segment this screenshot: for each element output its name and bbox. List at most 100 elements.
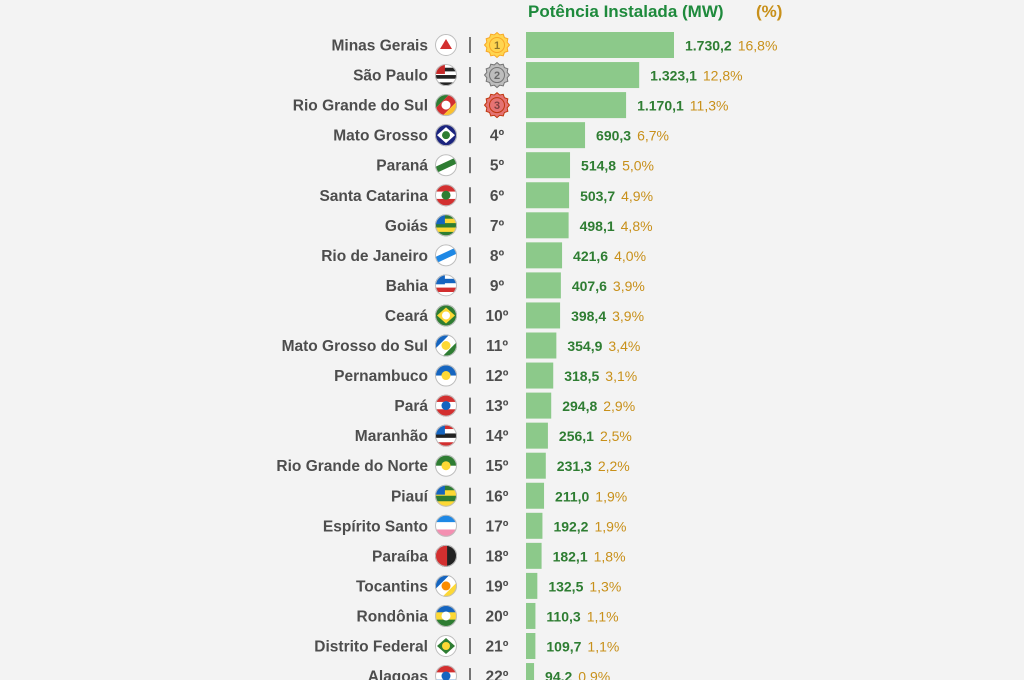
value-label: 407,6 bbox=[572, 278, 607, 294]
rank-label: 4º bbox=[490, 128, 505, 145]
bronze-medal-icon: 3 bbox=[483, 91, 511, 119]
percent-label: 1,3% bbox=[589, 578, 621, 594]
rank-label: 19º bbox=[486, 578, 509, 595]
rio-de-janeiro-flag-icon bbox=[435, 244, 457, 267]
medal-rank-number: 3 bbox=[494, 100, 500, 112]
bar bbox=[526, 392, 552, 419]
minas-gerais-flag-icon bbox=[435, 34, 457, 56]
pernambuco-flag-icon bbox=[435, 364, 457, 387]
bar bbox=[526, 362, 554, 389]
state-label: Santa Catarina bbox=[319, 188, 428, 205]
value-label: 110,3 bbox=[546, 608, 580, 624]
rank-label: 13º bbox=[486, 398, 509, 415]
state-label: Tocantins bbox=[356, 578, 428, 595]
para-flag-icon bbox=[435, 394, 457, 417]
bar bbox=[526, 482, 545, 509]
percent-label: 3,9% bbox=[613, 278, 645, 294]
state-label: Rio de Janeiro bbox=[321, 248, 428, 265]
bar bbox=[526, 92, 627, 119]
value-label: 503,7 bbox=[580, 188, 615, 204]
rank-label: 18º bbox=[486, 548, 509, 565]
value-label: 94,2 bbox=[545, 669, 572, 680]
bar bbox=[526, 633, 536, 659]
bar bbox=[526, 152, 571, 179]
percent-label: 6,7% bbox=[637, 128, 669, 144]
state-label: Piauí bbox=[391, 488, 429, 505]
bar bbox=[526, 542, 542, 569]
santa-catarina-flag-icon bbox=[435, 184, 457, 207]
goias-flag-icon bbox=[435, 214, 457, 237]
percent-label: 1,8% bbox=[594, 548, 626, 564]
value-label: 690,3 bbox=[596, 128, 631, 144]
bar bbox=[526, 32, 674, 58]
silver-medal-icon: 2 bbox=[483, 61, 511, 89]
rank-label: 17º bbox=[486, 518, 509, 535]
value-label: 1.730,2 bbox=[685, 38, 732, 54]
rank-label: 12º bbox=[486, 368, 509, 385]
bar bbox=[526, 122, 586, 149]
sao-paulo-flag-icon bbox=[435, 64, 457, 87]
value-label: 318,5 bbox=[564, 368, 599, 384]
state-label: Paraíba bbox=[372, 548, 428, 565]
value-label: 132,5 bbox=[548, 578, 583, 594]
percent-label: 4,8% bbox=[621, 218, 653, 234]
rank-label: 14º bbox=[486, 428, 509, 445]
maranhao-flag-icon bbox=[435, 424, 457, 447]
distrito-federal-flag-icon bbox=[435, 635, 457, 657]
bar bbox=[526, 182, 570, 209]
percent-label: 2,9% bbox=[603, 398, 635, 414]
chart-title: Potência Instalada (MW) bbox=[528, 2, 724, 21]
value-label: 398,4 bbox=[571, 308, 606, 324]
paraiba-flag-icon bbox=[435, 544, 457, 567]
value-label: 421,6 bbox=[573, 248, 608, 264]
rank-label: 6º bbox=[490, 188, 505, 205]
bar bbox=[526, 62, 640, 89]
percent-label: 2,2% bbox=[598, 458, 630, 474]
value-label: 231,3 bbox=[557, 458, 592, 474]
state-label: Distrito Federal bbox=[314, 639, 428, 656]
bar bbox=[526, 572, 538, 599]
state-label: Minas Gerais bbox=[332, 38, 429, 55]
percent-label: 5,0% bbox=[622, 158, 654, 174]
state-label: Pernambuco bbox=[334, 368, 428, 385]
rank-label: 11º bbox=[486, 338, 508, 355]
bahia-flag-icon bbox=[435, 274, 457, 297]
rondonia-flag-icon bbox=[435, 604, 457, 627]
percent-label: 3,9% bbox=[612, 308, 644, 324]
alagoas-flag-icon bbox=[435, 665, 457, 680]
state-label: Ceará bbox=[385, 308, 428, 325]
piaui-flag-icon bbox=[435, 484, 457, 507]
state-label: Mato Grosso do Sul bbox=[282, 338, 428, 355]
value-label: 256,1 bbox=[559, 428, 594, 444]
parana-flag-icon bbox=[435, 154, 457, 177]
bar bbox=[526, 512, 543, 539]
state-label: Pará bbox=[394, 398, 428, 415]
percent-label: 2,5% bbox=[600, 428, 632, 444]
percent-label: 3,4% bbox=[608, 338, 640, 354]
percent-label: 4,0% bbox=[614, 248, 646, 264]
rank-label: 15º bbox=[486, 458, 509, 475]
percent-label: 3,1% bbox=[605, 368, 637, 384]
value-label: 109,7 bbox=[546, 639, 581, 655]
rank-label: 20º bbox=[486, 608, 509, 625]
bar bbox=[526, 452, 546, 479]
value-label: 192,2 bbox=[553, 518, 588, 534]
rank-label: 10º bbox=[486, 308, 509, 325]
chart-rows: Minas Gerais 1 1.730,2 16,8% São Paulo 2 1.323… bbox=[276, 31, 777, 680]
espirito-santo-flag-icon bbox=[435, 514, 457, 537]
state-label: Rio Grande do Norte bbox=[276, 458, 428, 475]
rio-grande-do-norte-flag-icon bbox=[435, 454, 457, 477]
tocantins-flag-icon bbox=[435, 574, 457, 597]
percent-label: 11,3% bbox=[690, 98, 729, 114]
state-label: Maranhão bbox=[355, 428, 428, 445]
state-label: Rondônia bbox=[357, 608, 429, 625]
rank-label: 22º bbox=[486, 669, 509, 680]
rank-label: 21º bbox=[486, 639, 509, 656]
value-label: 1.323,1 bbox=[650, 68, 697, 84]
rank-label: 5º bbox=[490, 158, 505, 175]
mato-grosso-flag-icon bbox=[435, 124, 457, 147]
rank-label: 8º bbox=[490, 248, 505, 265]
rio-grande-do-sul-flag-icon bbox=[435, 94, 457, 117]
percent-label: 1,1% bbox=[587, 608, 619, 624]
state-label: Mato Grosso bbox=[333, 128, 428, 145]
